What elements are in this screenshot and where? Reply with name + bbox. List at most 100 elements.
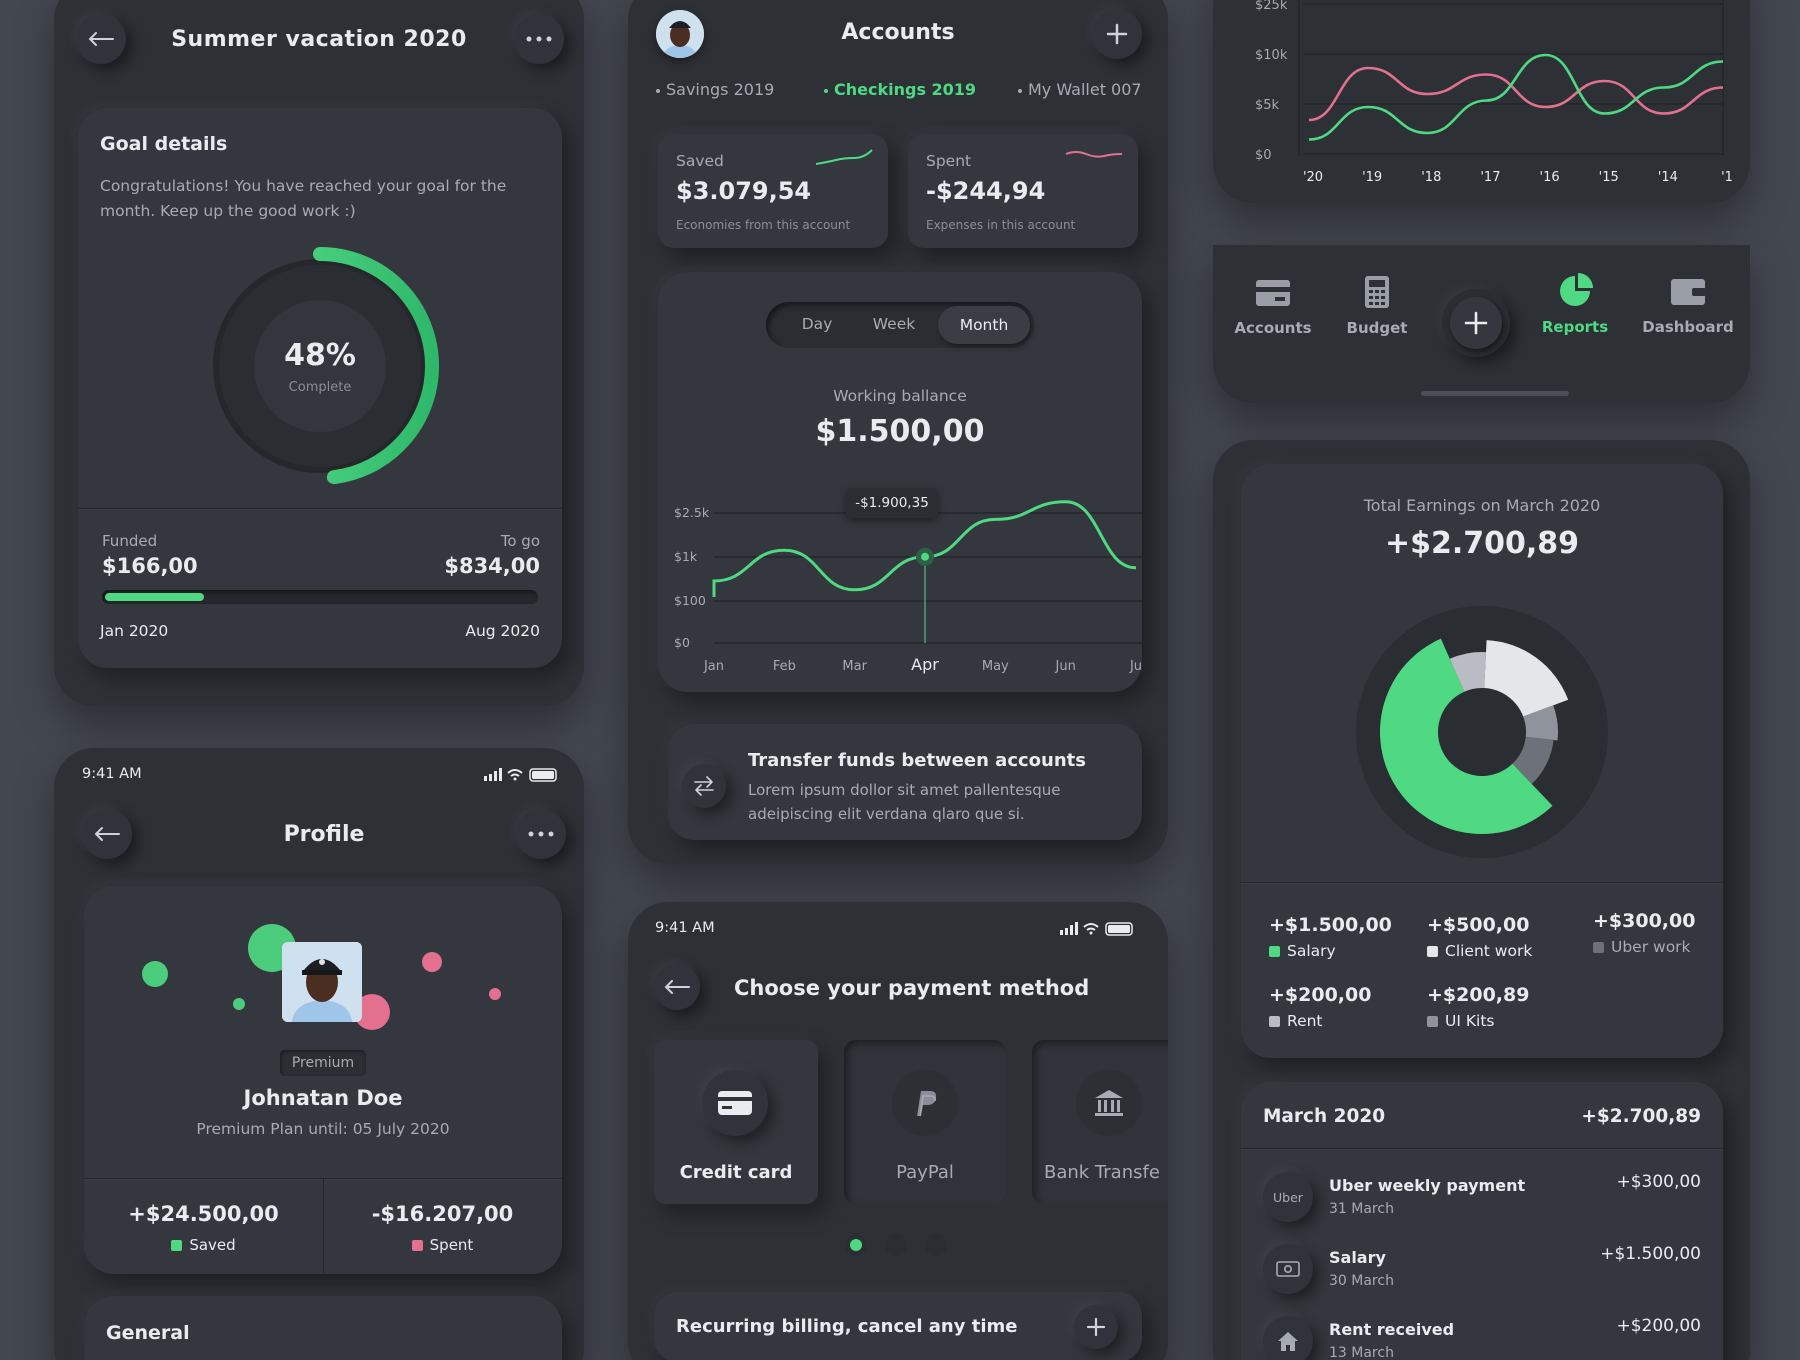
spent-sparkline: [1065, 151, 1123, 158]
spent-caption: Expenses in this account: [926, 218, 1076, 232]
payment-paypal[interactable]: PayPal: [844, 1040, 1006, 1204]
payment-bank-transfer[interactable]: Bank Transfe: [1032, 1040, 1168, 1204]
signal-icon: [1060, 922, 1078, 935]
progress-ring: 48% Complete: [200, 246, 440, 486]
donut-hole: [1440, 690, 1524, 774]
saved-caption: Economies from this account: [676, 218, 851, 232]
back-button[interactable]: [82, 809, 132, 859]
nav-dashboard[interactable]: Dashboard: [1637, 277, 1739, 336]
period-week[interactable]: Week: [872, 315, 916, 333]
month-transactions-card: March 2020 +$2.700,89 Uber Uber weekly p…: [1241, 1082, 1723, 1360]
general-label: General: [106, 1322, 190, 1344]
legend-ui-kits: +$200,89 UI Kits: [1427, 984, 1530, 1030]
pie-slice-uber-work: [1512, 736, 1554, 785]
tab-checkings[interactable]: Checkings 2019: [824, 80, 976, 99]
earnings-panel: Total Earnings on March 2020 +$2.700,89 …: [1213, 440, 1750, 1360]
general-section[interactable]: General: [84, 1296, 562, 1360]
calculator-icon: [1365, 276, 1389, 308]
saved-value: +$24.500,00: [128, 1202, 279, 1226]
nav-reports[interactable]: Reports: [1527, 273, 1623, 336]
user-name: Johnatan Doe: [243, 1086, 403, 1110]
x-tick-label: '17: [1480, 170, 1500, 185]
x-tick-label: '19: [1362, 170, 1382, 185]
earnings-title: Total Earnings on March 2020: [1363, 496, 1601, 515]
arrow-left-icon: [88, 32, 114, 46]
pie-slice-rent: [1449, 652, 1486, 692]
transfer-card[interactable]: Transfer funds between accounts Lorem ip…: [668, 724, 1142, 840]
x-tick-label: '1: [1721, 170, 1733, 185]
chart-tooltip: -$1.900,35: [846, 488, 938, 518]
credit-card-icon: [718, 1091, 752, 1115]
wallet-icon: [1671, 279, 1706, 305]
status-icons: [1060, 922, 1140, 936]
spent-card[interactable]: Spent -$244,94 Expenses in this account: [908, 134, 1138, 248]
paypal-icon: [892, 1070, 958, 1136]
balance-line-chart: $2.5k $1k $100 $0 Jan Feb Mar Apr May Jun Ju: [674, 500, 1142, 674]
nav-add-button[interactable]: [1442, 289, 1510, 357]
transfer-description: Lorem ipsum dollor sit amet pallentesque…: [748, 781, 1061, 823]
page-title: Profile: [283, 822, 365, 847]
add-account-button[interactable]: [1092, 9, 1142, 59]
period-toggle: Day Week Month: [766, 302, 1034, 348]
spent-value: -$244,94: [926, 177, 1046, 205]
legend-swatch: [1593, 942, 1604, 953]
status-time: 9:41 AM: [655, 920, 715, 936]
series-line: [1308, 53, 1724, 141]
end-date: Aug 2020: [465, 622, 540, 640]
funded-label: Funded: [102, 532, 158, 550]
recurring-label: Recurring billing, cancel any time: [676, 1316, 1018, 1337]
x-tick-label: '16: [1540, 170, 1560, 185]
period-month[interactable]: Month: [938, 306, 1030, 344]
add-recurring-button[interactable]: [1074, 1305, 1118, 1349]
legend-salary: +$1.500,00 Salary: [1269, 914, 1392, 960]
more-button[interactable]: [514, 14, 564, 64]
nav-accounts[interactable]: Accounts: [1225, 279, 1321, 337]
section-title: Goal details: [100, 133, 228, 155]
avatar[interactable]: [282, 942, 362, 1022]
legend-swatch: [1427, 1016, 1438, 1027]
balance-value: $1.500,00: [815, 414, 985, 449]
more-button[interactable]: [516, 809, 566, 859]
y-tick-label: $2.5k: [674, 505, 710, 520]
legend-swatch: [1427, 946, 1438, 957]
y-tick-label: $1k: [674, 549, 698, 564]
status-icons: [484, 768, 564, 782]
tab-savings[interactable]: Savings 2019: [656, 80, 774, 99]
period-day[interactable]: Day: [801, 315, 833, 333]
recurring-billing-row[interactable]: Recurring billing, cancel any time: [654, 1292, 1142, 1360]
method-label: PayPal: [896, 1162, 954, 1183]
y-tick-label: $100: [674, 593, 706, 608]
saved-value: $3.079,54: [676, 177, 812, 205]
card-icon: [1256, 280, 1290, 306]
payment-credit-card[interactable]: Credit card: [654, 1040, 818, 1204]
x-tick-label: Jan: [703, 659, 724, 674]
avatar[interactable]: [656, 10, 704, 58]
nav-budget[interactable]: Budget: [1329, 275, 1425, 337]
series-line: [712, 500, 1137, 597]
y-tick-label: $10k: [1255, 48, 1288, 63]
saved-label: Saved: [676, 152, 724, 170]
x-tick-label: Mar: [842, 659, 867, 674]
list-item[interactable]: Rent received 13 March +$200,00: [1241, 1312, 1723, 1360]
home-icon: [1263, 1316, 1313, 1360]
balance-label: Working ballance: [833, 387, 967, 405]
y-tick-label: $0: [1255, 148, 1272, 163]
list-item[interactable]: Salary 30 March +$1.500,00: [1241, 1240, 1723, 1300]
accounts-panel: Accounts Savings 2019 Checkings 2019 My …: [628, 0, 1168, 864]
x-tick-label: '15: [1599, 170, 1619, 185]
tab-wallet[interactable]: My Wallet 007: [1018, 80, 1142, 99]
pie-chart-icon: [1560, 273, 1593, 306]
method-label: Credit card: [679, 1162, 793, 1183]
reports-chart-panel: $25k $10k $5k $0 '20 '19 '18 '17 '16 '15 '14 '1: [1213, 0, 1750, 203]
saved-card[interactable]: Saved $3.079,54 Economies from this acco…: [658, 134, 888, 248]
signal-icon: [484, 768, 502, 781]
back-button[interactable]: [76, 14, 126, 64]
cash-icon: [1263, 1244, 1313, 1294]
bottom-nav-panel: Accounts Budget Reports Dashboard: [1213, 245, 1750, 403]
profile-card: Premium Johnatan Doe Premium Plan until:…: [84, 886, 562, 1274]
yearly-line-chart: $25k $10k $5k $0 '20 '19 '18 '17 '16 '15 '14 '1: [1255, 0, 1733, 185]
transfer-icon-button[interactable]: [682, 764, 726, 808]
back-button[interactable]: [654, 964, 700, 1010]
list-item[interactable]: Uber Uber weekly payment 31 March +$300,…: [1241, 1168, 1723, 1228]
x-tick-label: Jun: [1055, 659, 1076, 674]
